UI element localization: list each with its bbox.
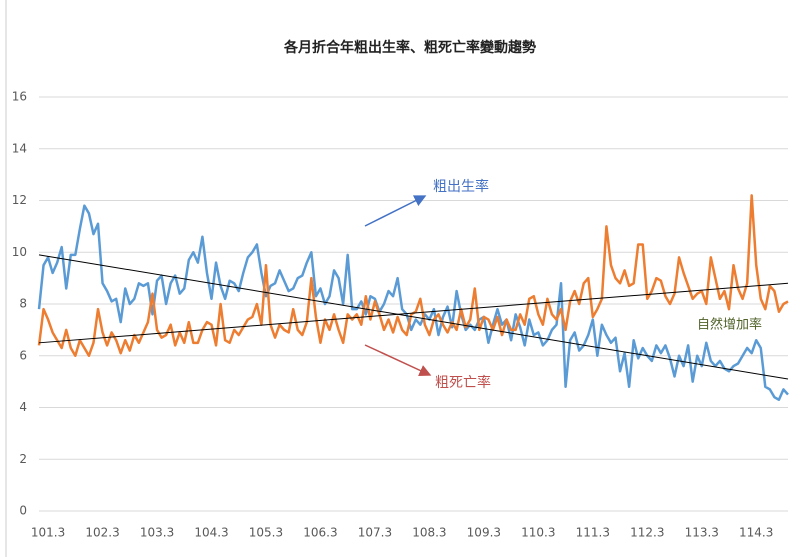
trend-line [38, 254, 789, 380]
x-tick-label: 111.3 [576, 526, 610, 540]
y-tick-label: 2 [19, 452, 27, 466]
x-tick-label: 113.3 [685, 526, 719, 540]
x-tick-label: 107.3 [358, 526, 392, 540]
arrow [364, 195, 427, 227]
x-tick-label: 110.3 [521, 526, 555, 540]
chart-title: 各月折合年粗出生率、粗死亡率變動趨勢 [283, 39, 536, 56]
x-tick-label: 106.3 [303, 526, 337, 540]
y-tick-label: 0 [19, 504, 27, 518]
x-tick-label: 109.3 [467, 526, 501, 540]
x-tick-label: 103.3 [140, 526, 174, 540]
y-tick-label: 4 [19, 400, 27, 414]
y-tick-label: 10 [12, 245, 27, 259]
y-tick-label: 16 [12, 90, 27, 104]
x-tick-label: 105.3 [249, 526, 283, 540]
series-label: 粗死亡率 [435, 374, 491, 391]
arrow [364, 344, 432, 377]
x-tick-label: 114.3 [739, 526, 773, 540]
x-tick-label: 104.3 [194, 526, 228, 540]
series-label: 粗出生率 [433, 178, 489, 195]
x-tick-label: 102.3 [85, 526, 119, 540]
data-line [37, 194, 789, 357]
y-tick-label: 14 [12, 141, 27, 155]
x-tick-label: 101.3 [31, 526, 65, 540]
x-tick-label: 108.3 [412, 526, 446, 540]
y-tick-label: 12 [12, 193, 27, 207]
y-tick-label: 8 [19, 297, 27, 311]
y-tick-label: 6 [19, 348, 27, 362]
trend-line [38, 282, 789, 344]
data-line [37, 204, 789, 401]
x-tick-label: 112.3 [630, 526, 664, 540]
annotation: 自然增加率 [697, 317, 762, 333]
